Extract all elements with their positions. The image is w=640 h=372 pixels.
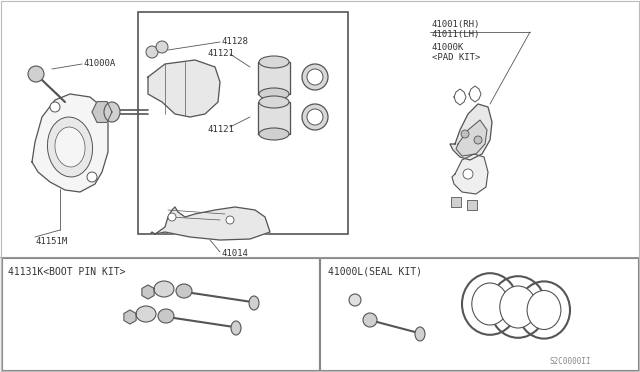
Circle shape <box>87 172 97 182</box>
Ellipse shape <box>249 296 259 310</box>
Circle shape <box>146 46 158 58</box>
Ellipse shape <box>307 69 323 85</box>
Ellipse shape <box>363 313 377 327</box>
Bar <box>467 200 477 210</box>
Circle shape <box>50 102 60 112</box>
Bar <box>0 0 640 257</box>
Text: 41000L(SEAL KIT): 41000L(SEAL KIT) <box>328 267 422 277</box>
Ellipse shape <box>47 117 93 177</box>
Ellipse shape <box>158 309 174 323</box>
Ellipse shape <box>176 284 192 298</box>
Ellipse shape <box>136 306 156 322</box>
Ellipse shape <box>527 291 561 330</box>
Ellipse shape <box>472 283 508 325</box>
Circle shape <box>474 136 482 144</box>
Text: 41121: 41121 <box>208 49 235 58</box>
Ellipse shape <box>415 327 425 341</box>
Ellipse shape <box>55 127 85 167</box>
Ellipse shape <box>302 64 328 90</box>
Text: 41000K: 41000K <box>432 42 464 51</box>
Bar <box>2 258 319 370</box>
Ellipse shape <box>259 56 289 68</box>
Polygon shape <box>32 94 108 192</box>
Bar <box>320 258 638 370</box>
Ellipse shape <box>259 96 289 108</box>
Circle shape <box>463 169 473 179</box>
Polygon shape <box>452 154 488 194</box>
Text: 41131K<BOOT PIN KIT>: 41131K<BOOT PIN KIT> <box>8 267 125 277</box>
Ellipse shape <box>349 294 361 306</box>
Polygon shape <box>92 102 112 122</box>
Text: 41014: 41014 <box>222 250 249 259</box>
Ellipse shape <box>154 281 174 297</box>
Polygon shape <box>450 104 492 160</box>
Text: <PAD KIT>: <PAD KIT> <box>432 52 481 61</box>
Text: S2C0000II: S2C0000II <box>550 357 591 366</box>
Ellipse shape <box>500 286 536 328</box>
Text: 41121: 41121 <box>208 125 235 134</box>
Bar <box>451 197 461 207</box>
Circle shape <box>156 41 168 53</box>
Polygon shape <box>142 285 154 299</box>
Circle shape <box>226 216 234 224</box>
Ellipse shape <box>104 102 120 122</box>
Text: 41011(LH): 41011(LH) <box>432 31 481 39</box>
Polygon shape <box>124 310 136 324</box>
Polygon shape <box>148 60 220 117</box>
Polygon shape <box>258 102 290 134</box>
Ellipse shape <box>259 128 289 140</box>
Polygon shape <box>150 207 270 240</box>
Circle shape <box>28 66 44 82</box>
Polygon shape <box>456 120 487 156</box>
Circle shape <box>168 213 176 221</box>
Circle shape <box>461 130 469 138</box>
Text: 41128: 41128 <box>222 38 249 46</box>
Ellipse shape <box>231 321 241 335</box>
Ellipse shape <box>307 109 323 125</box>
Text: 41001(RH): 41001(RH) <box>432 20 481 29</box>
Ellipse shape <box>259 88 289 100</box>
Polygon shape <box>258 62 290 94</box>
Text: 41000A: 41000A <box>83 60 115 68</box>
Text: 41151M: 41151M <box>36 237 68 247</box>
Bar <box>138 12 348 234</box>
Ellipse shape <box>302 104 328 130</box>
